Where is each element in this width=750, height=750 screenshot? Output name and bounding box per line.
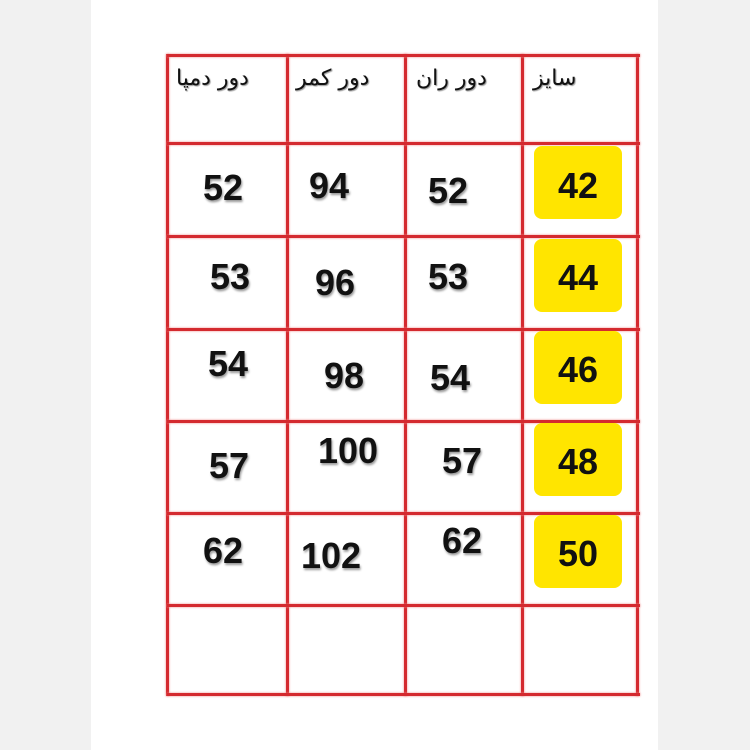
size-highlight: [534, 423, 622, 496]
grid-line: [167, 604, 640, 607]
waist-cell: 100: [318, 430, 379, 471]
grid-line: [167, 420, 640, 423]
thigh-cell: 52: [428, 170, 469, 211]
size-highlight: [534, 515, 622, 588]
hem-cell: 54: [208, 343, 249, 384]
size-highlight: [534, 331, 622, 404]
size-cell: 48: [557, 441, 599, 482]
grid-line: [167, 54, 640, 57]
waist-cell: 102: [301, 535, 362, 576]
hem-cell: 52: [203, 167, 244, 208]
waist-cell: 96: [315, 262, 356, 303]
grid-line: [167, 142, 640, 145]
grid-line: [521, 54, 524, 696]
thigh-cell: 54: [430, 357, 471, 398]
hem-cell: 53: [210, 256, 251, 297]
grid-line: [166, 54, 169, 696]
header-thigh: دور ران: [416, 66, 487, 91]
hem-cell: 62: [203, 530, 244, 571]
grid-line: [167, 693, 640, 696]
grid-line: [636, 54, 639, 696]
waist-cell: 94: [309, 165, 350, 206]
grid-line: [167, 328, 640, 331]
grid-line: [286, 54, 289, 696]
size-cell: 42: [557, 165, 599, 206]
grid-line: [167, 512, 640, 515]
size-cell: 50: [557, 533, 599, 574]
size-highlight: [534, 146, 622, 219]
header-waist: دور کمر: [296, 66, 370, 91]
header-hem: دور دمپا: [176, 66, 249, 91]
thigh-cell: 53: [428, 256, 469, 297]
thigh-cell: 57: [442, 440, 483, 481]
grid-line: [167, 235, 640, 238]
size-cell: 46: [557, 349, 599, 390]
waist-cell: 98: [324, 355, 365, 396]
size-highlight: [534, 239, 622, 312]
thigh-cell: 62: [442, 520, 483, 561]
header-size: سایز: [533, 66, 577, 91]
size-cell: 44: [557, 257, 599, 298]
grid-line: [404, 54, 407, 696]
hem-cell: 57: [209, 445, 250, 486]
